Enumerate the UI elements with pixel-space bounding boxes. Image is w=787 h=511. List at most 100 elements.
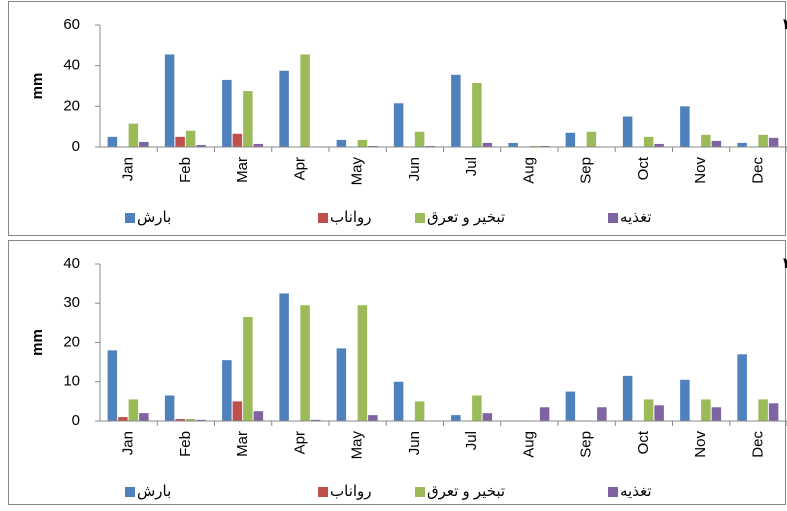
legend-label: تبخیر و تعرق: [427, 209, 505, 226]
bar: [196, 419, 206, 421]
bar: [253, 411, 264, 421]
legend-swatch: [415, 487, 425, 497]
bar: [175, 419, 185, 421]
y-axis-label: mm: [29, 329, 46, 356]
bar: [701, 134, 711, 147]
bar: [175, 136, 185, 147]
bar: [508, 142, 518, 147]
legend-label: بارش: [137, 483, 171, 500]
bar: [185, 419, 196, 421]
bar: [107, 350, 118, 421]
y-tick-label: 60: [63, 16, 80, 33]
bar: [680, 106, 690, 147]
bar: [539, 407, 550, 421]
bar: [336, 139, 347, 147]
bar: [425, 145, 435, 147]
bar: [300, 305, 310, 421]
x-tick-label: Sep: [578, 431, 595, 458]
bar: [222, 79, 232, 147]
bar: [232, 401, 243, 421]
x-tick-label: Apr: [291, 431, 308, 454]
bar: [336, 348, 347, 421]
bar: [232, 133, 243, 147]
bar: [118, 417, 128, 421]
x-tick-label: Jun: [406, 431, 423, 455]
bar: [139, 141, 149, 147]
bar: [414, 131, 425, 147]
bar: [128, 399, 139, 421]
x-tick-label: Apr: [291, 157, 308, 180]
bar: [451, 74, 461, 147]
y-tick-label: 20: [63, 97, 80, 114]
x-tick-label: May: [349, 157, 366, 186]
x-tick-label: Jun: [406, 157, 423, 181]
bar: [128, 123, 139, 147]
bar: [164, 395, 175, 421]
x-tick-label: Mar: [234, 431, 251, 457]
chart-title: سال ۲۰۲۴: [783, 255, 787, 272]
legend-swatch: [125, 213, 135, 223]
bar: [414, 401, 425, 421]
bar: [310, 419, 321, 421]
bar: [185, 130, 196, 147]
legend-swatch: [608, 487, 618, 497]
x-tick-label: Jan: [120, 431, 137, 455]
y-axis-label: mm: [29, 73, 46, 100]
bar: [279, 70, 289, 147]
bar: [643, 399, 654, 421]
x-tick-label: Jul: [463, 431, 480, 450]
bar: [654, 405, 664, 421]
x-tick-label: Mar: [234, 157, 251, 183]
x-tick-label: May: [349, 431, 366, 460]
x-tick-label: Feb: [177, 157, 194, 183]
frame: [8, 240, 786, 505]
bar: [768, 403, 779, 421]
bar: [711, 407, 722, 421]
bar: [482, 413, 493, 421]
x-tick-label: Nov: [692, 431, 709, 458]
bar: [393, 103, 404, 147]
bar: [472, 395, 482, 421]
y-tick-label: 30: [63, 294, 80, 311]
x-tick-label: Jul: [463, 157, 480, 176]
x-tick-label: Feb: [177, 431, 194, 457]
x-tick-label: Aug: [520, 157, 537, 184]
bar: [357, 305, 368, 421]
bar: [654, 143, 664, 147]
bar: [451, 415, 461, 421]
x-tick-label: Aug: [520, 431, 537, 458]
bar: [768, 137, 779, 147]
bar: [539, 145, 550, 147]
bar: [565, 391, 576, 421]
bar: [565, 132, 576, 147]
x-tick-label: Oct: [635, 156, 652, 180]
legend-swatch: [608, 213, 618, 223]
bar: [222, 360, 232, 421]
legend-label: رواناب: [330, 209, 372, 226]
y-tick-label: 20: [63, 333, 80, 350]
legend-swatch: [415, 213, 425, 223]
bar: [482, 142, 493, 147]
bar: [139, 413, 149, 421]
bar: [529, 145, 539, 147]
legend-label: تبخیر و تعرق: [427, 483, 505, 500]
bar: [279, 293, 289, 421]
bar: [758, 399, 768, 421]
bar: [622, 375, 633, 421]
bar: [701, 399, 711, 421]
bar: [253, 143, 264, 147]
y-tick-label: 10: [63, 373, 80, 390]
legend-label: رواناب: [330, 483, 372, 500]
x-tick-label: Oct: [635, 430, 652, 454]
bar: [300, 54, 310, 147]
bar: [243, 91, 253, 147]
bar: [196, 144, 206, 147]
x-tick-label: Dec: [749, 431, 766, 458]
y-tick-label: 40: [63, 57, 80, 74]
bar: [393, 381, 404, 421]
bar: [357, 139, 368, 147]
bar: [711, 140, 722, 147]
bar: [622, 116, 633, 147]
legend-swatch: [318, 487, 328, 497]
